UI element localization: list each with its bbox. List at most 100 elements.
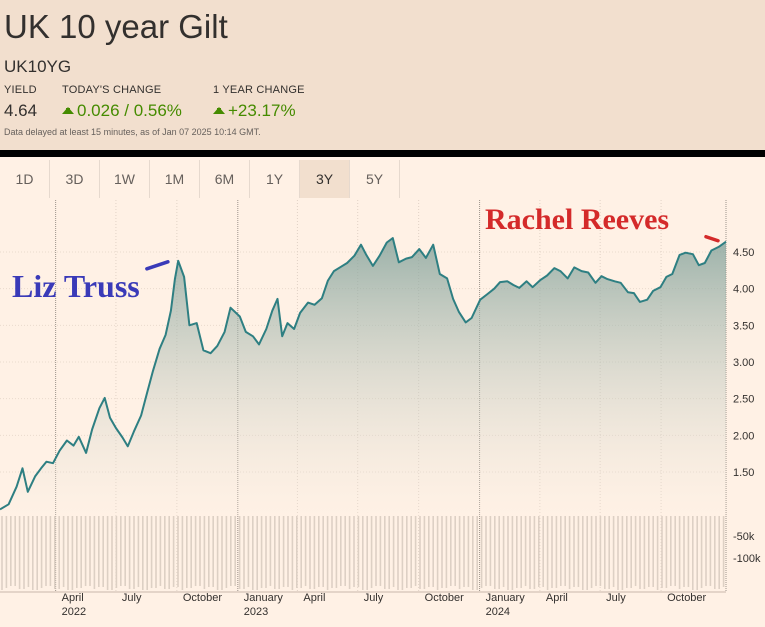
data-point — [360, 244, 362, 246]
data-point — [165, 334, 167, 336]
data-point — [587, 272, 589, 274]
data-point — [230, 307, 232, 309]
x-tick-label: April — [303, 592, 325, 604]
data-point — [45, 461, 47, 463]
data-point — [671, 273, 673, 275]
y-tick-label: 1.50 — [733, 467, 754, 479]
data-point — [698, 264, 700, 266]
data-point — [286, 322, 288, 324]
data-point — [432, 244, 434, 246]
yield-value: 4.64 — [4, 101, 38, 120]
data-point — [411, 256, 413, 258]
data-point — [418, 248, 420, 250]
data-point — [159, 348, 161, 350]
up-arrow-icon — [62, 101, 74, 115]
data-point — [646, 299, 648, 301]
x-tick-label: July — [122, 592, 142, 604]
data-point — [606, 278, 608, 280]
data-point — [85, 452, 87, 454]
y-tick-label: 3.00 — [733, 357, 754, 369]
data-point — [692, 253, 694, 255]
data-point — [439, 273, 441, 275]
data-point — [479, 299, 481, 301]
data-point — [620, 282, 622, 284]
year-change: +23.17% — [213, 101, 296, 121]
data-point — [540, 279, 542, 281]
data-point — [210, 352, 212, 354]
data-point — [506, 280, 508, 282]
tab-1w[interactable]: 1W — [100, 160, 150, 198]
data-point — [265, 328, 267, 330]
data-point — [614, 280, 616, 282]
data-point — [573, 266, 575, 268]
data-point — [652, 290, 654, 292]
data-point — [271, 310, 273, 312]
tab-5y[interactable]: 5Y — [350, 160, 400, 198]
data-point — [425, 257, 427, 259]
data-point — [170, 310, 172, 312]
data-point — [458, 311, 460, 313]
data-point — [293, 328, 295, 330]
rachel-reeves-label: Rachel Reeves — [485, 203, 669, 236]
year-change-value: +23.17% — [228, 101, 296, 120]
volume-tick-label: -50k — [733, 531, 755, 543]
x-tick-label: April — [546, 592, 568, 604]
data-point — [398, 261, 400, 263]
data-point — [567, 277, 569, 279]
data-point — [627, 291, 629, 293]
data-point — [526, 280, 528, 282]
data-point — [639, 301, 641, 303]
x-year-label: 2022 — [62, 606, 86, 618]
data-point — [486, 294, 488, 296]
data-point — [91, 428, 93, 430]
data-point — [346, 262, 348, 264]
data-point — [40, 467, 42, 469]
data-point — [239, 316, 241, 318]
data-point — [59, 450, 61, 452]
x-tick-label: October — [425, 592, 464, 604]
yield-label: YIELD — [4, 84, 37, 96]
data-point — [177, 260, 179, 262]
yield-line — [0, 237, 727, 511]
data-point — [685, 252, 687, 254]
tab-6m[interactable]: 6M — [200, 160, 250, 198]
yield-chart[interactable]: 1.50 2.00 2.50 3.00 3.50 4.00 4.50 April 2022 Jul… — [0, 200, 765, 627]
today-change-label: TODAY'S CHANGE — [62, 84, 162, 96]
ticker-symbol: UK10YG — [4, 57, 72, 76]
data-point — [16, 486, 18, 488]
data-point — [465, 321, 467, 323]
data-point — [581, 270, 583, 272]
data-point — [27, 491, 29, 493]
data-point — [202, 349, 204, 351]
data-point — [245, 331, 247, 333]
data-point — [321, 297, 323, 299]
data-point — [224, 331, 226, 333]
data-point — [258, 343, 260, 345]
today-change-value: 0.026 / 0.56% — [77, 101, 182, 120]
y-tick-label: 4.00 — [733, 284, 754, 296]
chart-axes: 1.50 2.00 2.50 3.00 3.50 4.00 4.50 April 2022 Jul… — [62, 247, 761, 618]
tab-1m[interactable]: 1M — [150, 160, 200, 198]
data-point — [314, 304, 316, 306]
data-point — [559, 270, 561, 272]
data-point — [299, 312, 301, 314]
x-tick-label: October — [183, 592, 222, 604]
data-point — [446, 277, 448, 279]
data-point — [22, 467, 24, 469]
yield-area — [0, 238, 726, 516]
data-point — [122, 437, 124, 439]
y-tick-label: 2.50 — [733, 394, 754, 406]
tab-1d[interactable]: 1D — [0, 160, 50, 198]
tab-3d[interactable]: 3D — [50, 160, 100, 198]
data-point — [252, 335, 254, 337]
year-change-label: 1 YEAR CHANGE — [213, 84, 305, 96]
data-point — [595, 282, 597, 284]
tab-3y[interactable]: 3Y — [300, 160, 350, 198]
time-range-tabs: 1D 3D 1W 1M 6M 1Y 3Y 5Y — [0, 160, 400, 198]
data-point — [353, 255, 355, 257]
data-point — [665, 276, 667, 278]
tab-1y[interactable]: 1Y — [250, 160, 300, 198]
x-year-label: 2024 — [486, 606, 510, 618]
x-tick-label: April — [62, 592, 84, 604]
liz-truss-label: Liz Truss — [12, 268, 140, 304]
